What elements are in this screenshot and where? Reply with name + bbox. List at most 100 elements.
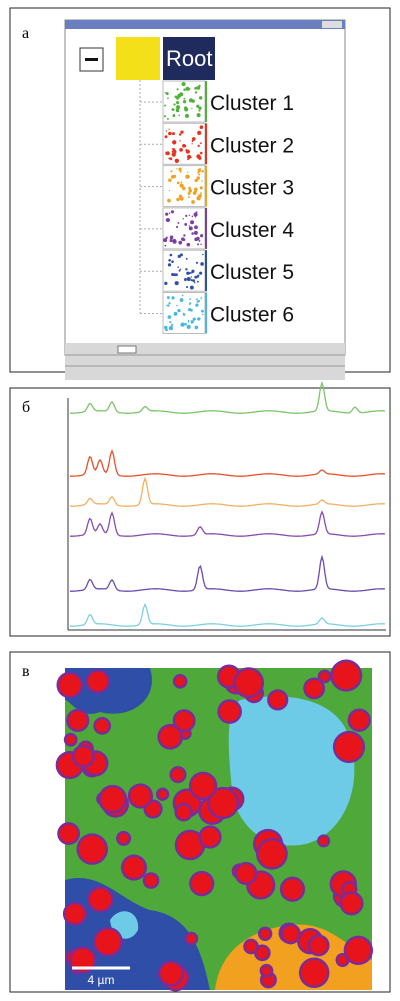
blob <box>158 790 166 798</box>
thumb-dot <box>173 114 175 116</box>
thumb-dot <box>172 108 175 111</box>
spectra <box>70 383 385 626</box>
spectrum <box>70 451 385 476</box>
blob <box>96 929 121 954</box>
thumb-dot <box>178 241 182 245</box>
cluster-thumb <box>163 208 205 249</box>
scale-label: 4 µm <box>88 973 115 987</box>
thumb-dot <box>201 310 204 313</box>
thumb-dot <box>177 309 180 312</box>
thumb-dot <box>183 234 185 236</box>
blob <box>262 966 271 975</box>
thumb-dot <box>183 98 185 100</box>
thumb-dot <box>192 279 195 282</box>
thumb-dot <box>176 101 179 104</box>
thumb-dot <box>170 236 174 240</box>
thumb-dot <box>168 129 169 130</box>
thumb-dot <box>187 171 188 172</box>
thumb-dot <box>183 313 184 314</box>
thumb-dot <box>194 282 195 283</box>
blob <box>187 934 196 943</box>
thumb-dot <box>173 148 176 151</box>
blob <box>220 702 240 722</box>
thumb-dot <box>187 158 189 160</box>
root-label: Root <box>166 46 212 71</box>
thumb-dot <box>173 240 177 244</box>
thumb-dot <box>176 305 177 306</box>
thumb-dot <box>168 259 171 262</box>
thumb-dot <box>198 169 201 172</box>
blob <box>310 937 327 954</box>
thumb-dot <box>167 118 169 120</box>
thumb-dot <box>188 192 191 195</box>
thumb-dot <box>164 105 166 107</box>
thumb-dot <box>164 326 168 330</box>
thumb-dot <box>184 223 187 226</box>
thumb-dot <box>190 286 194 290</box>
figure: а Root Cluster 1Cluster 2Cluster 3Cluste… <box>0 0 400 1001</box>
blob <box>175 677 185 687</box>
thumb-dot <box>169 326 173 330</box>
thumb-dot <box>175 273 178 276</box>
thumb-dot <box>166 92 169 95</box>
blob <box>237 864 255 882</box>
thumb-dot <box>180 198 183 201</box>
thumb-dot <box>171 296 174 299</box>
thumb-dot <box>174 312 178 316</box>
blob <box>66 735 75 744</box>
spectrum <box>70 383 385 413</box>
thumb-dot <box>175 159 179 163</box>
thumb-dot <box>180 171 182 173</box>
thumb-dot <box>200 125 204 129</box>
blob <box>320 837 328 845</box>
thumb-dot <box>176 105 180 109</box>
thumb-edge <box>205 81 207 122</box>
thumb-dot <box>197 276 199 278</box>
thumb-dot <box>176 226 178 228</box>
window-buttons <box>322 21 342 28</box>
thumb-dot <box>193 191 197 195</box>
thumb-dot <box>200 244 201 245</box>
thumb-edge <box>205 123 207 164</box>
thumb-dot <box>187 175 190 178</box>
thumb-dot <box>190 309 193 312</box>
thumb-dot <box>187 277 191 281</box>
cluster-label: Cluster 4 <box>210 219 294 242</box>
thumb-dot <box>181 237 185 241</box>
thumb-dot <box>191 200 195 204</box>
thumb-dot <box>176 168 177 169</box>
blob <box>350 711 368 729</box>
thumb-dot <box>194 238 198 242</box>
thumb-dot <box>169 321 171 323</box>
panel-label: а <box>22 25 29 42</box>
thumb-dot <box>195 216 196 217</box>
thumb-dot <box>200 297 202 299</box>
thumb-dot <box>198 174 200 176</box>
blob <box>130 786 150 806</box>
thumb-dot <box>178 168 181 171</box>
thumb-dot <box>179 140 180 141</box>
thumb-edge <box>205 250 207 291</box>
thumb-dot <box>191 276 192 277</box>
thumb-dot <box>196 298 198 300</box>
panel-frame <box>10 388 390 636</box>
thumb-dot <box>172 132 175 135</box>
blob <box>59 674 81 696</box>
blob <box>201 828 219 846</box>
thumb-dot <box>177 88 179 90</box>
thumb-dot <box>189 303 191 305</box>
blob <box>145 875 157 887</box>
thumb-dot <box>170 239 173 242</box>
thumb-dot <box>192 216 194 218</box>
cluster-label: Cluster 2 <box>210 134 294 157</box>
thumb-dot <box>167 296 170 299</box>
thumb-dot <box>167 304 169 306</box>
thumb-dot <box>191 108 192 109</box>
thumb-dot <box>194 276 197 279</box>
panel-label: в <box>22 663 30 680</box>
thumb-dot <box>196 262 198 264</box>
blob <box>79 836 106 863</box>
thumb-dot <box>172 152 176 156</box>
thumb-dot <box>198 156 201 159</box>
thumb-dot <box>189 298 191 300</box>
